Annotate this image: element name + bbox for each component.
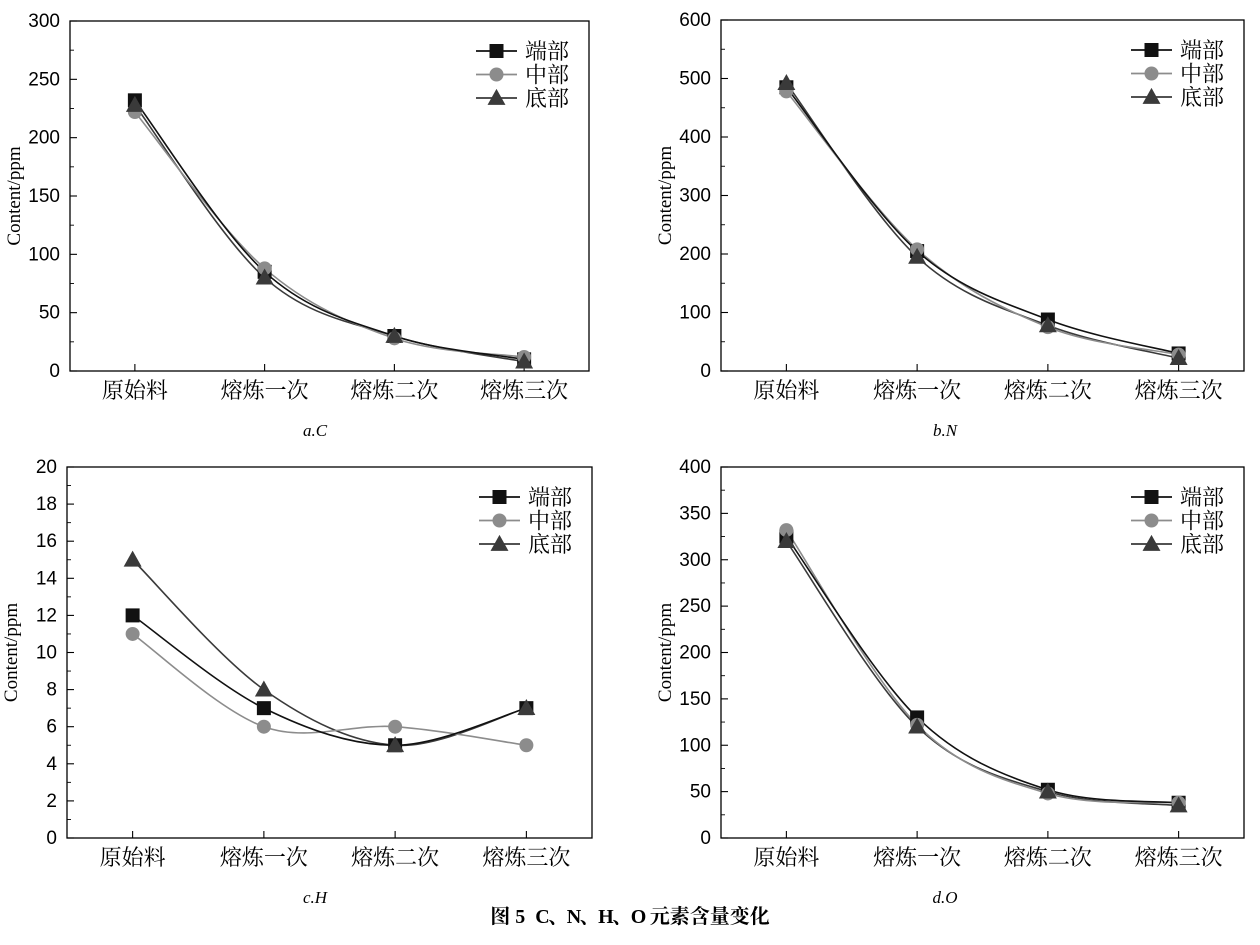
svg-text:500: 500 xyxy=(679,69,711,90)
svg-text:2: 2 xyxy=(46,791,57,812)
svg-text:中部: 中部 xyxy=(525,63,569,88)
svg-text:中部: 中部 xyxy=(1180,62,1224,87)
svg-text:100: 100 xyxy=(679,735,711,756)
svg-text:中部: 中部 xyxy=(1180,509,1224,534)
svg-text:熔炼二次: 熔炼二次 xyxy=(350,378,438,403)
svg-text:熔炼三次: 熔炼三次 xyxy=(482,845,570,870)
svg-text:6: 6 xyxy=(46,717,57,738)
svg-text:熔炼二次: 熔炼二次 xyxy=(351,845,439,870)
svg-text:10: 10 xyxy=(36,643,57,664)
svg-text:端部: 端部 xyxy=(1180,485,1224,510)
svg-text:熔炼二次: 熔炼二次 xyxy=(1004,845,1092,870)
svg-text:250: 250 xyxy=(28,69,60,90)
svg-text:Content/ppm: Content/ppm xyxy=(4,146,25,245)
svg-text:熔炼三次: 熔炼三次 xyxy=(1135,378,1223,403)
svg-text:端部: 端部 xyxy=(1180,38,1224,63)
svg-text:原始料: 原始料 xyxy=(753,845,819,870)
svg-text:100: 100 xyxy=(679,303,711,324)
svg-text:16: 16 xyxy=(36,531,57,552)
svg-text:熔炼一次: 熔炼一次 xyxy=(873,845,961,870)
svg-text:熔炼一次: 熔炼一次 xyxy=(220,845,308,870)
svg-text:400: 400 xyxy=(679,457,711,478)
svg-text:200: 200 xyxy=(679,643,711,664)
svg-text:底部: 底部 xyxy=(1180,85,1224,110)
svg-text:150: 150 xyxy=(28,186,60,207)
svg-text:Content/ppm: Content/ppm xyxy=(655,146,676,245)
svg-text:端部: 端部 xyxy=(528,485,572,510)
svg-text:原始料: 原始料 xyxy=(102,378,168,403)
svg-text:Content/ppm: Content/ppm xyxy=(1,603,22,702)
svg-text:熔炼三次: 熔炼三次 xyxy=(480,378,568,403)
svg-text:150: 150 xyxy=(679,689,711,710)
svg-text:14: 14 xyxy=(36,568,58,589)
svg-text:200: 200 xyxy=(679,244,711,265)
svg-text:300: 300 xyxy=(679,186,711,207)
svg-text:200: 200 xyxy=(28,128,60,149)
svg-text:250: 250 xyxy=(679,596,711,617)
svg-text:底部: 底部 xyxy=(528,532,572,557)
svg-text:底部: 底部 xyxy=(1180,532,1224,557)
svg-text:端部: 端部 xyxy=(525,39,569,64)
svg-text:0: 0 xyxy=(700,361,711,382)
svg-text:300: 300 xyxy=(28,11,60,32)
svg-text:熔炼三次: 熔炼三次 xyxy=(1135,845,1223,870)
svg-text:300: 300 xyxy=(679,550,711,571)
svg-text:4: 4 xyxy=(46,754,57,775)
svg-text:Content/ppm: Content/ppm xyxy=(655,603,676,702)
svg-text:50: 50 xyxy=(39,303,60,324)
svg-text:熔炼一次: 熔炼一次 xyxy=(873,378,961,403)
svg-text:18: 18 xyxy=(36,494,57,515)
svg-text:20: 20 xyxy=(36,457,57,478)
svg-text:中部: 中部 xyxy=(528,509,572,534)
svg-text:熔炼一次: 熔炼一次 xyxy=(221,378,309,403)
svg-text:0: 0 xyxy=(49,361,60,382)
svg-text:底部: 底部 xyxy=(525,86,569,111)
svg-text:原始料: 原始料 xyxy=(753,378,819,403)
svg-text:400: 400 xyxy=(679,127,711,148)
svg-text:100: 100 xyxy=(28,244,60,265)
svg-text:50: 50 xyxy=(690,782,711,803)
svg-text:600: 600 xyxy=(679,10,711,31)
svg-text:熔炼二次: 熔炼二次 xyxy=(1004,378,1092,403)
svg-text:0: 0 xyxy=(700,828,711,849)
svg-text:12: 12 xyxy=(36,605,57,626)
svg-text:350: 350 xyxy=(679,503,711,524)
svg-text:原始料: 原始料 xyxy=(100,845,166,870)
svg-text:0: 0 xyxy=(46,828,57,849)
svg-text:8: 8 xyxy=(46,680,57,701)
